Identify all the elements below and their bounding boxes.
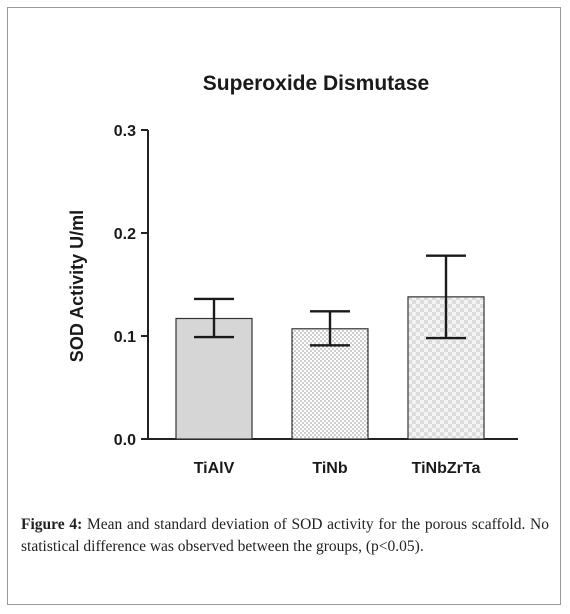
y-tick-label: 0.0 xyxy=(114,432,136,449)
y-axis-label: SOD Activity U/ml xyxy=(67,210,87,362)
figure-caption: Figure 4: Mean and standard deviation of… xyxy=(21,514,549,558)
y-tick-label: 0.1 xyxy=(114,329,136,346)
caption-label: Figure 4: xyxy=(21,516,83,533)
y-tick-label: 0.3 xyxy=(114,123,136,140)
x-tick-label: TiNbZrTa xyxy=(412,460,481,477)
chart-title: Superoxide Dismutase xyxy=(203,72,429,95)
caption-text: Mean and standard deviation of SOD activ… xyxy=(21,516,549,555)
bar-tialv xyxy=(175,317,253,440)
y-tick-label: 0.2 xyxy=(114,226,136,243)
bar-chart: Superoxide Dismutase SOD Activity U/ml 0… xyxy=(67,72,518,477)
bar-tinb xyxy=(291,328,369,440)
x-tick-label: TiNb xyxy=(312,460,347,477)
x-tick-label: TiAlV xyxy=(194,460,235,477)
